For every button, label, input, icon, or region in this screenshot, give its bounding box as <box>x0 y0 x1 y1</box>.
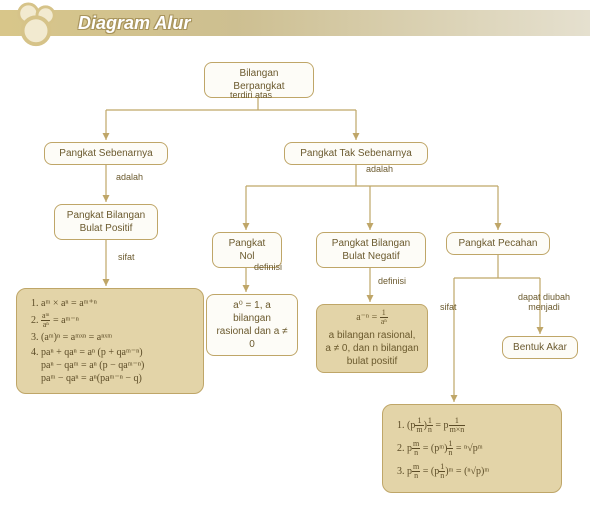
page-title: Diagram Alur <box>78 13 190 34</box>
node-r2: Pangkat Bilangan Bulat Negatif <box>316 232 426 268</box>
r2-text: a bilangan rasional, a ≠ 0, dan n bilang… <box>325 329 419 368</box>
props-right-list: (p1m)1n = p1m×n pmn = (pᵐ)1n = ⁿ√pᵐ pmn = … <box>391 417 553 480</box>
label-adalah-2: adalah <box>366 164 393 174</box>
prop-item: aᵐ × aⁿ = aᵐ⁺ⁿ <box>41 297 195 310</box>
prop-item: paⁿ + qaⁿ = aⁿ (p + qaᵐ⁻ⁿ)paⁿ − qaᵐ = aⁿ… <box>41 346 195 385</box>
prop-item: (aᵐ)ⁿ = aᵐˣⁿ = aⁿˣᵐ <box>41 331 195 344</box>
r2-formula: a⁻ⁿ = 1aⁿ <box>325 309 419 326</box>
node-r3: Pangkat Pecahan <box>446 232 550 255</box>
node-r1-def: a⁰ = 1, a bilangan rasional dan a ≠ 0 <box>206 294 298 356</box>
header: Diagram Alur <box>0 0 590 46</box>
label-adalah-1: adalah <box>116 172 143 182</box>
label-sifat-2: sifat <box>440 302 457 312</box>
node-r2-def: a⁻ⁿ = 1aⁿ a bilangan rasional, a ≠ 0, da… <box>316 304 428 373</box>
title-bar: Diagram Alur <box>0 10 590 36</box>
node-props-right: (p1m)1n = p1m×n pmn = (pᵐ)1n = ⁿ√pᵐ pmn = … <box>382 404 562 493</box>
node-left-child: Pangkat Bilangan Bulat Positif <box>54 204 158 240</box>
logo-icon <box>6 2 66 48</box>
label-terdiri: terdiri atas <box>230 90 272 100</box>
label-def-1: definisi <box>254 262 282 272</box>
props-left-list: aᵐ × aⁿ = aᵐ⁺ⁿ aᵐaⁿ = aᵐ⁻ⁿ (aᵐ)ⁿ = aᵐˣⁿ = … <box>25 297 195 385</box>
flowchart: Bilangan Berpangkat terdiri atas Pangkat… <box>0 46 590 526</box>
node-r3-out: Bentuk Akar <box>502 336 578 359</box>
prop-item: pmn = (pᵐ)1n = ⁿ√pᵐ <box>407 440 553 457</box>
label-dapat: dapat diubah menjadi <box>514 292 574 312</box>
label-sifat-1: sifat <box>118 252 135 262</box>
node-props-left: aᵐ × aⁿ = aᵐ⁺ⁿ aᵐaⁿ = aᵐ⁻ⁿ (aᵐ)ⁿ = aᵐˣⁿ = … <box>16 288 204 394</box>
prop-item: aᵐaⁿ = aᵐ⁻ⁿ <box>41 312 195 329</box>
node-left: Pangkat Sebenarnya <box>44 142 168 165</box>
node-right: Pangkat Tak Sebenarnya <box>284 142 428 165</box>
prop-item: pmn = (p1n)ᵐ = (ⁿ√p)ᵐ <box>407 463 553 480</box>
prop-item: (p1m)1n = p1m×n <box>407 417 553 434</box>
label-def-2: definisi <box>378 276 406 286</box>
